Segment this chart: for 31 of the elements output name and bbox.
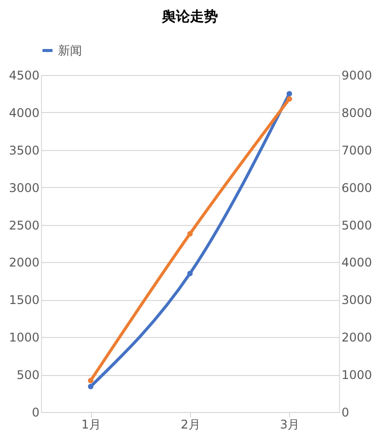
- y-tick-label: 2000: [8, 256, 40, 270]
- point: [88, 384, 94, 390]
- y2-tick-label: 7000: [342, 143, 372, 158]
- y2-tick-label: 9000: [342, 68, 372, 82]
- y-tick-label: 500: [16, 368, 40, 382]
- y-tick-label: 1500: [8, 293, 40, 308]
- y2-tick-label: 6000: [342, 180, 372, 195]
- y2-tick-label: 3000: [342, 293, 372, 308]
- y-tick-label: 1000: [8, 330, 40, 345]
- y2-tick-label: 2000: [342, 330, 372, 345]
- y-tick-label: 3500: [8, 143, 40, 158]
- x-tick-label: 2月: [180, 418, 200, 432]
- y2-tick-label: 0: [342, 406, 350, 420]
- y-tick-label: 4000: [8, 106, 40, 120]
- y2-tick-label: 4000: [342, 256, 372, 270]
- point: [88, 378, 94, 384]
- chart-title: 舆论走势: [161, 9, 218, 25]
- point: [187, 231, 193, 236]
- x-tick-label: 1月: [81, 418, 101, 432]
- y2-tick-label: 5000: [342, 218, 372, 232]
- legend-label: 新闻: [58, 44, 82, 58]
- y-tick-label: 3000: [8, 180, 40, 195]
- y-tick-label: 0: [32, 406, 40, 420]
- y-tick-label: 4500: [8, 68, 40, 82]
- y2-tick-label: 8000: [342, 106, 372, 120]
- point: [286, 90, 292, 96]
- point: [286, 96, 292, 102]
- y-tick-label: 2500: [8, 218, 40, 232]
- y2-tick-label: 1000: [342, 368, 372, 382]
- point: [187, 270, 193, 276]
- x-tick-label: 3月: [280, 418, 300, 432]
